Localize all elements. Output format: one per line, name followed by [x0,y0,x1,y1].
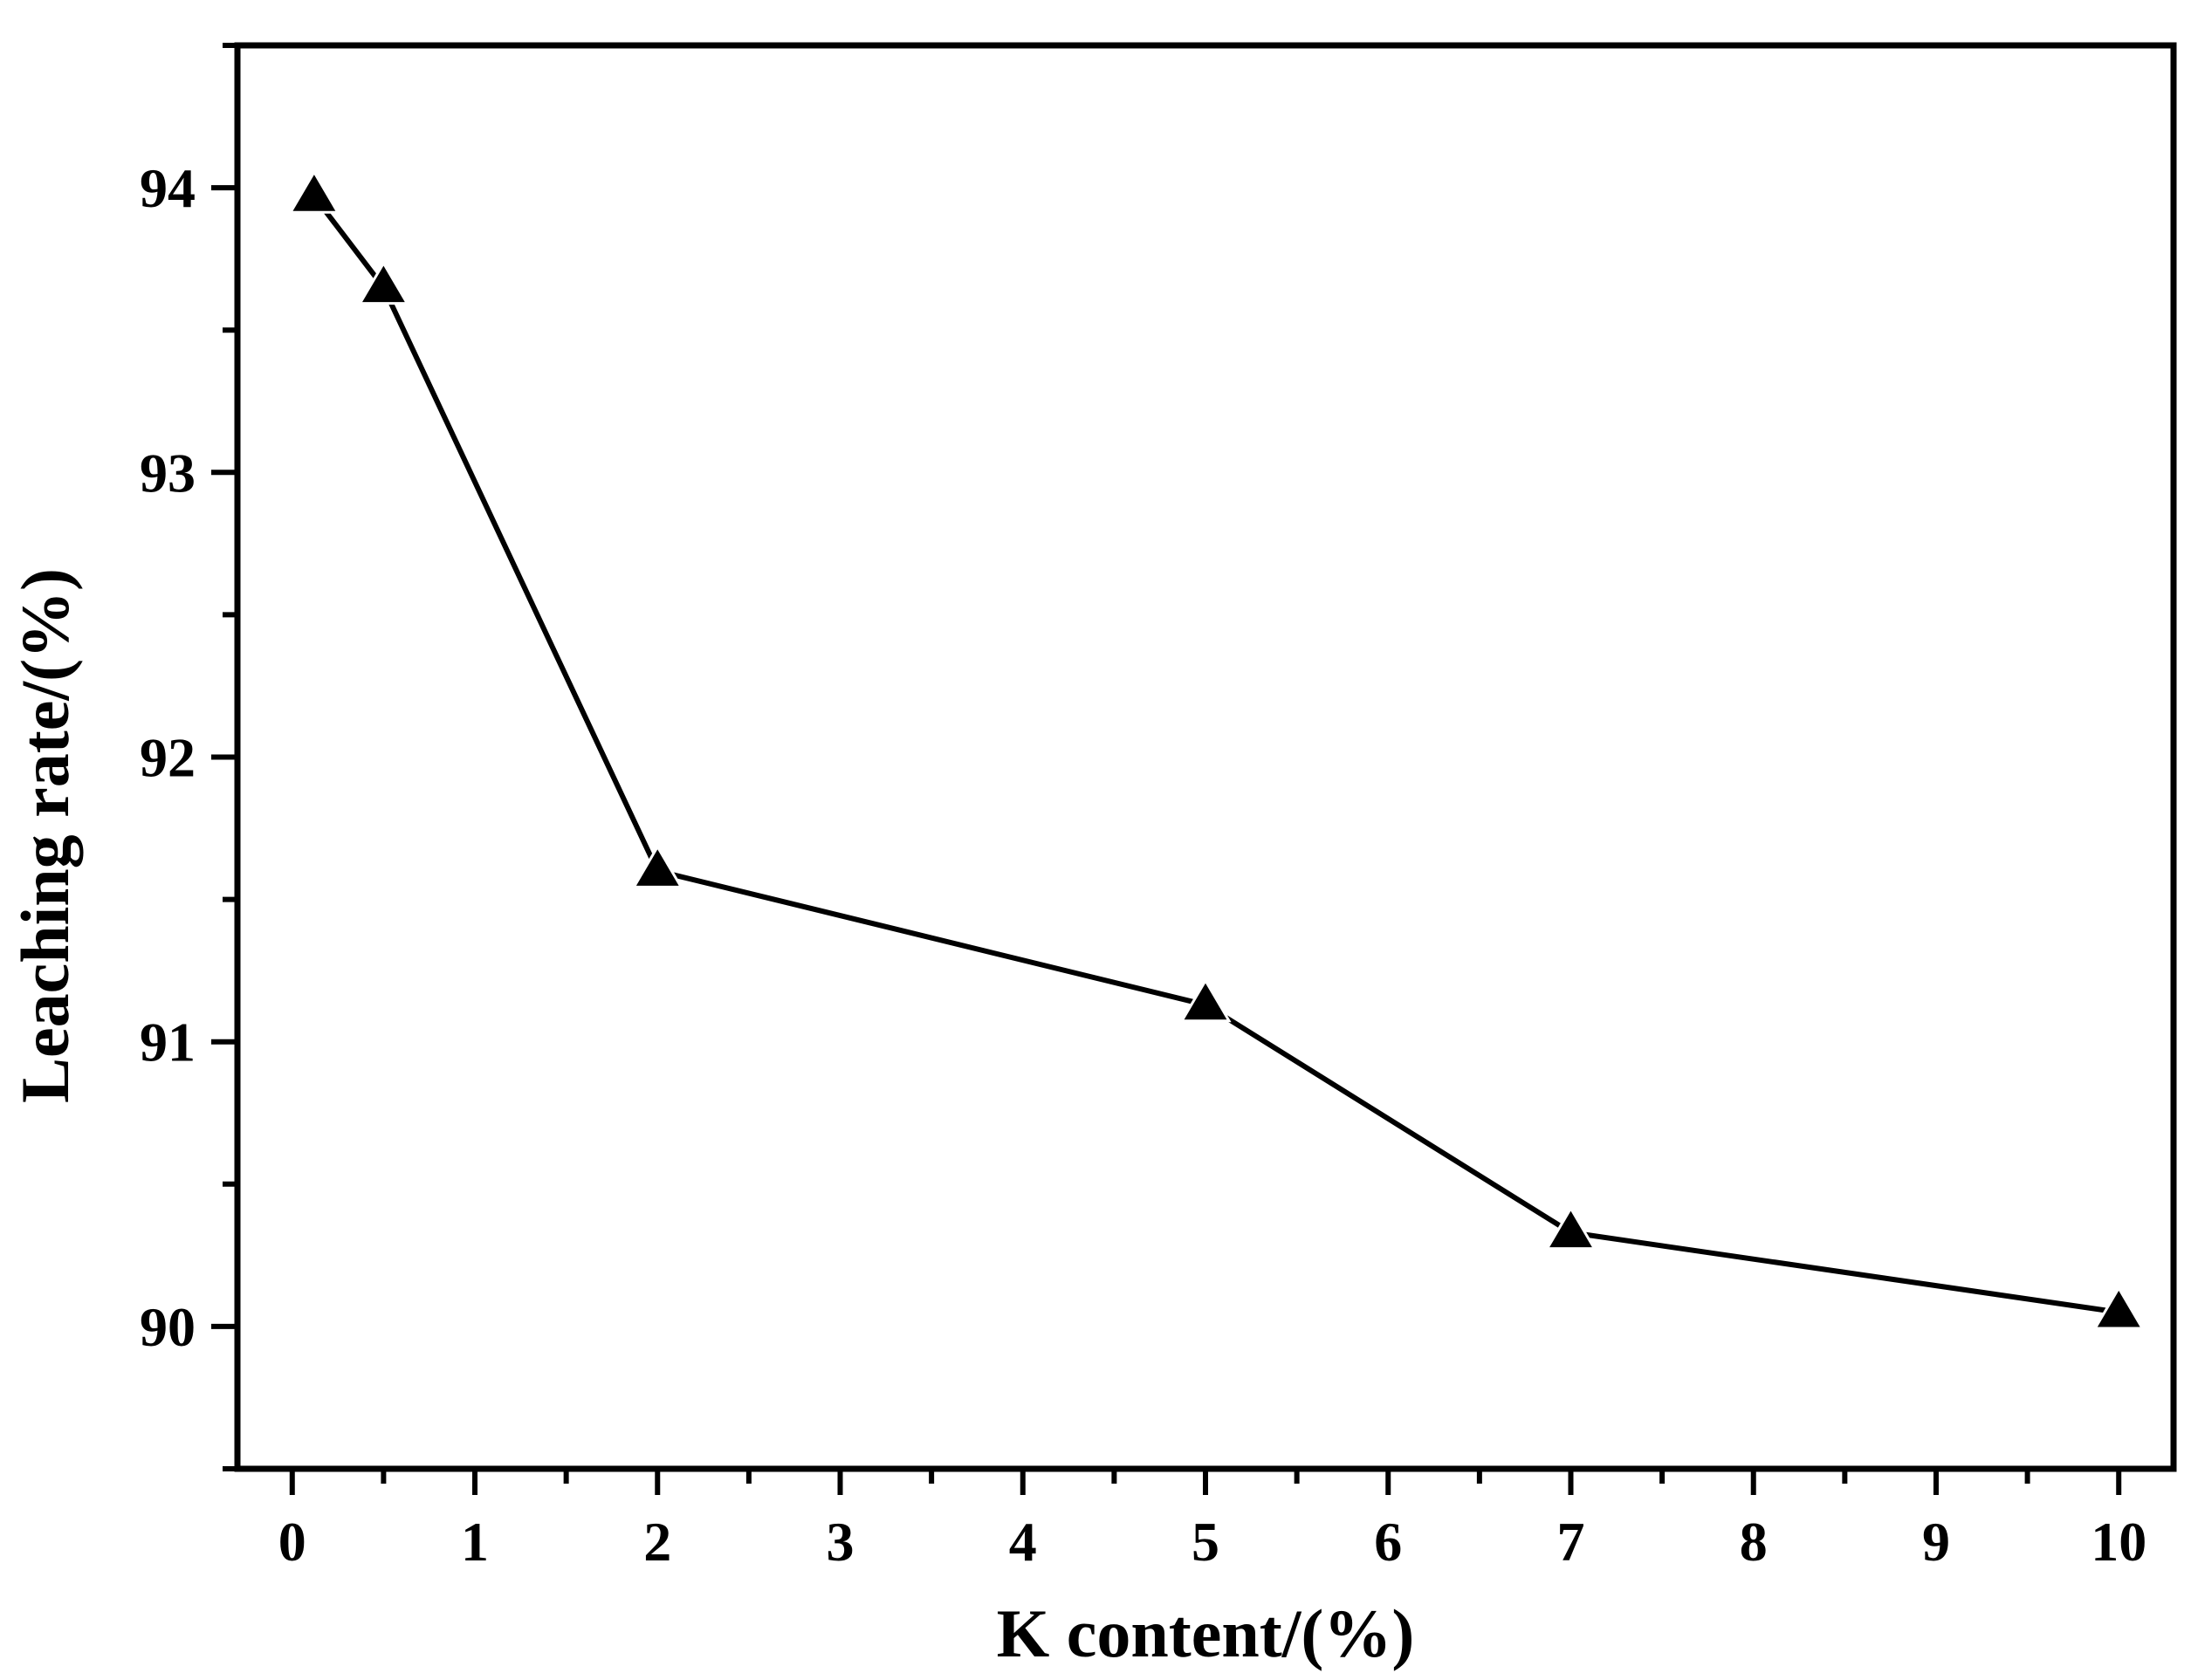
x-axis-title: K content/(%) [997,1595,1415,1671]
y-axis-title: Leaching rate/(%) [7,568,83,1103]
plot-frame [234,42,2177,1472]
data-point-triangle [2092,1286,2145,1330]
x-tick-label: 10 [2091,1511,2146,1573]
data-point-triangle [288,169,340,214]
series-layer [288,169,2145,1330]
data-point-triangle [1544,1205,1597,1251]
y-tick-label: 90 [140,1296,196,1358]
x-tick-label: 0 [278,1511,306,1573]
x-tick-label: 2 [643,1511,671,1573]
x-tick-label: 7 [1556,1511,1584,1573]
x-tick-label: 3 [827,1511,855,1573]
data-point-triangle [1179,977,1232,1023]
x-tick-label: 5 [1192,1511,1219,1573]
x-tick-label: 9 [1922,1511,1950,1573]
x-tick-label: 4 [1009,1511,1037,1573]
y-tick-label: 92 [140,727,196,789]
x-tick-label: 8 [1740,1511,1768,1573]
y-tick-label: 93 [140,442,196,504]
x-tick-label: 1 [461,1511,489,1573]
y-tick-label: 91 [140,1011,196,1073]
data-point-triangle [631,844,683,888]
y-axis-ticks: 90 91 92 93 94 [140,43,237,1471]
series-line [312,195,2119,1315]
data-point-triangle [357,260,410,305]
x-axis-ticks: 0 1 2 3 4 5 6 7 8 9 10 [278,1469,2146,1573]
y-tick-label: 94 [140,157,196,219]
x-tick-label: 6 [1374,1511,1402,1573]
